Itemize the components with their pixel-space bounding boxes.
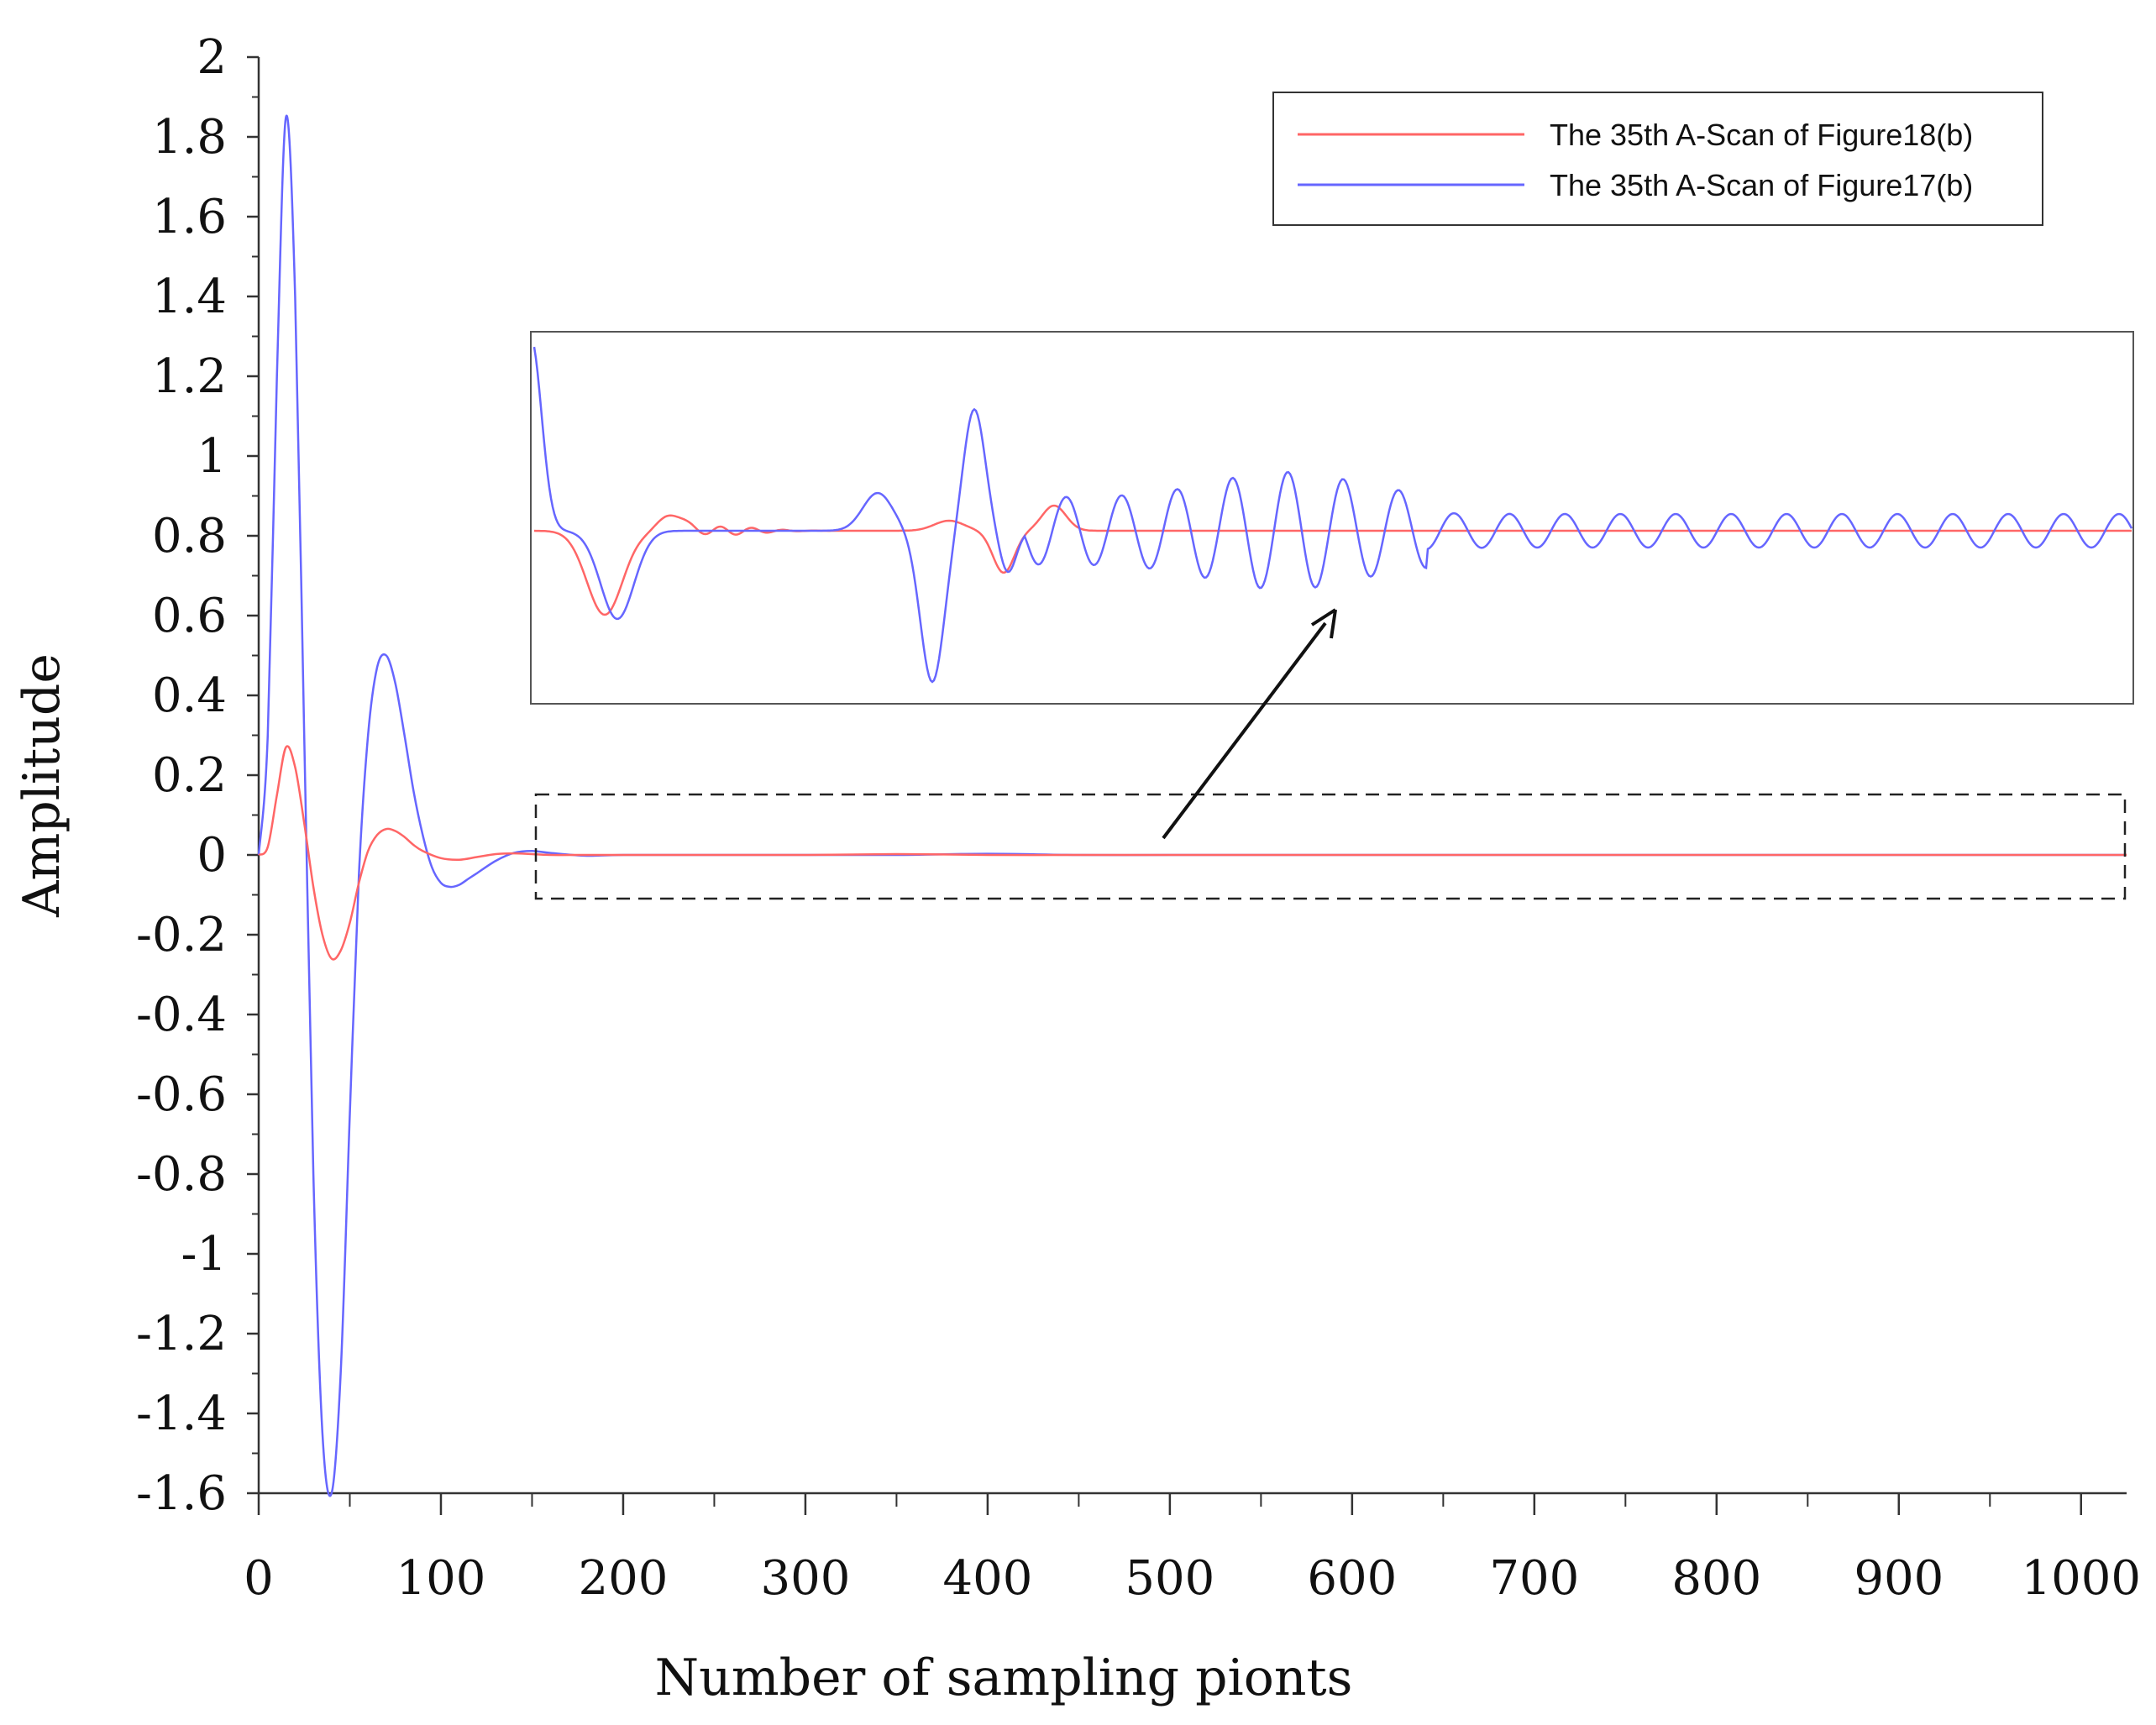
annotations: [534, 608, 2127, 900]
y-tick-label: 1.2: [152, 349, 227, 404]
x-tick-label: 300: [760, 1551, 850, 1606]
x-tick-label: 700: [1489, 1551, 1579, 1606]
legend: The 35th A-Scan of Figure18(b) The 35th A…: [1272, 92, 2043, 226]
x-tick-label: 400: [942, 1551, 1032, 1606]
y-tick-label: -1: [181, 1227, 227, 1282]
x-tick-label: 1000: [2021, 1551, 2141, 1606]
x-tick-label: 100: [396, 1551, 486, 1606]
legend-label-0: The 35th A-Scan of Figure18(b): [1550, 118, 1973, 152]
series-layer: [257, 114, 2127, 1497]
y-tick-label: 0.4: [152, 669, 227, 723]
y-tick-label: 0.2: [152, 748, 227, 803]
x-tick-label: 600: [1307, 1551, 1397, 1606]
y-tick-label: 0.8: [152, 509, 227, 564]
y-tick-label: -1.2: [136, 1307, 227, 1361]
y-tick-label: -1.4: [136, 1387, 227, 1441]
series-line-1: [257, 114, 2127, 1497]
legend-box: [1272, 92, 2043, 226]
y-tick-label: -0.2: [136, 908, 227, 962]
zoom-arrow: [1162, 621, 1327, 840]
y-tick-label: -1.6: [136, 1466, 227, 1521]
y-axis-title: Amplitude: [13, 653, 71, 918]
legend-label-1: The 35th A-Scan of Figure17(b): [1550, 168, 1973, 202]
x-tick-label: 200: [579, 1551, 669, 1606]
x-axis-title: Number of sampling pionts: [655, 1649, 1353, 1707]
x-tick-label: 0: [244, 1551, 274, 1606]
axes: 2 1.8 1.6 1.4 1.2 1 0.8 0.6 0.4 0.2 0 -0.2 -0.4 -0.6 -…: [136, 30, 2141, 1606]
y-tick-label: -0.4: [136, 988, 227, 1042]
x-tick-label: 900: [1854, 1551, 1944, 1606]
x-tick-label: 800: [1671, 1551, 1761, 1606]
y-tick-label: -0.8: [136, 1147, 227, 1202]
zoom-arrow-head: [1310, 608, 1337, 639]
series-line-0: [258, 745, 2127, 961]
y-tick-label: 1.6: [152, 190, 227, 244]
y-tick-label: 2: [197, 30, 227, 85]
x-tick-label: 500: [1125, 1551, 1214, 1606]
y-tick-label: 0: [197, 828, 227, 883]
y-tick-label: 1.8: [152, 110, 227, 165]
inset-series-blue: [532, 346, 2133, 684]
y-tick-label: -0.6: [136, 1067, 227, 1122]
y-tick-label: 1.4: [152, 270, 227, 324]
y-tick-label: 0.6: [152, 589, 227, 643]
y-tick-label: 1: [197, 429, 227, 484]
zoom-region-box: [534, 793, 2127, 900]
inset-panel: [530, 331, 2134, 705]
